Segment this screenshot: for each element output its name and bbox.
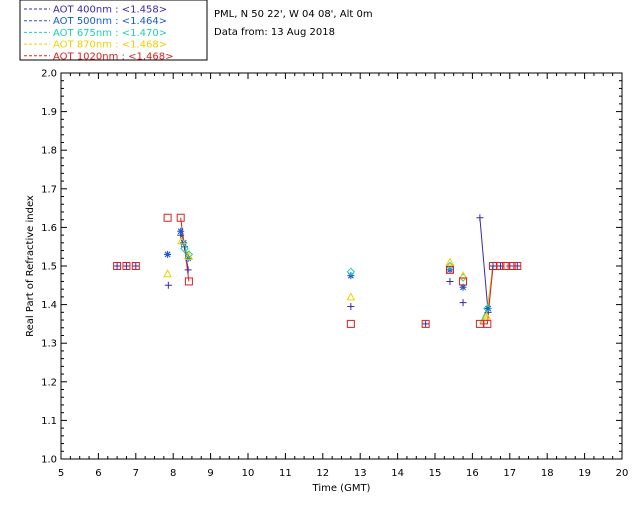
series-line-0 — [479, 217, 494, 313]
data-point-series-4 — [122, 262, 131, 270]
y-tick-label: 1.6 — [41, 223, 57, 234]
data-point-series-3 — [482, 311, 491, 320]
x-tick-label: 16 — [466, 468, 479, 479]
x-tick-label: 15 — [429, 468, 442, 479]
legend-entry: AOT 500nm : <1.464> — [53, 16, 167, 27]
data-point-series-4 — [346, 319, 355, 328]
data-point-series-0 — [113, 262, 121, 270]
data-point-series-3 — [346, 292, 356, 301]
y-tick-label: 1.9 — [41, 107, 57, 118]
data-point-series-4 — [176, 213, 185, 222]
data-point-series-0 — [164, 281, 172, 289]
data-point-series-4 — [163, 213, 172, 222]
data-point-series-4 — [131, 262, 140, 270]
site-info-label: PML, N 50 22', W 04 08', Alt 0m — [214, 9, 373, 20]
data-point-series-0 — [446, 277, 454, 285]
legend-box — [19, 0, 208, 61]
data-point-series-2 — [483, 304, 492, 313]
y-tick-label: 1.8 — [41, 146, 57, 157]
data-point-series-1 — [177, 227, 185, 235]
data-point-series-0 — [184, 266, 192, 274]
y-tick-label: 1.4 — [41, 300, 57, 311]
data-point-series-4 — [502, 262, 511, 270]
data-point-series-0 — [459, 299, 467, 307]
legend-entry: AOT 400nm : <1.458> — [53, 5, 167, 16]
data-point-series-2 — [180, 244, 189, 253]
y-tick-label: 1.1 — [41, 416, 57, 427]
data-point-series-0 — [347, 303, 355, 311]
data-point-series-3 — [184, 251, 194, 260]
x-axis-label: Time (GMT) — [312, 483, 371, 494]
data-point-series-0 — [489, 262, 497, 270]
data-point-series-2 — [184, 250, 194, 259]
x-tick-label: 12 — [316, 468, 329, 479]
data-point-series-0 — [122, 262, 130, 270]
y-tick-label: 1.0 — [41, 455, 57, 466]
data-point-series-1 — [484, 304, 492, 312]
axes: 5 6 7 8 9 10 11 12 13 14 15 16 17 18 19 20 1.0 1.1 1.2 1.3 1… — [41, 69, 628, 480]
data-point-series-4 — [459, 277, 468, 286]
data-point-series-4 — [184, 277, 193, 286]
data-marks — [113, 213, 522, 328]
y-tick-label: 1.5 — [41, 262, 57, 273]
series-line-4 — [479, 265, 494, 325]
data-point-series-1 — [164, 250, 172, 258]
x-tick-label: 17 — [503, 468, 516, 479]
y-tick-label: 1.7 — [41, 184, 57, 195]
x-tick-label: 7 — [133, 468, 139, 479]
y-tick-label: 1.3 — [41, 339, 57, 350]
y-axis-label: Real Part of Refractive index — [25, 195, 36, 337]
data-point-series-1 — [459, 283, 467, 291]
data-point-series-0 — [476, 214, 484, 222]
data-point-series-3 — [177, 236, 186, 245]
y-tick-label: 2.0 — [41, 69, 57, 80]
x-tick-label: 10 — [242, 468, 255, 479]
data-point-series-3 — [163, 269, 172, 278]
data-date-label: Data from: 13 Aug 2018 — [214, 27, 335, 38]
data-point-series-2 — [346, 267, 356, 276]
x-tick-label: 11 — [279, 468, 292, 479]
legend-entry: AOT 870nm : <1.468> — [53, 40, 167, 51]
data-point-series-1 — [180, 239, 188, 247]
data-point-series-4 — [496, 262, 505, 270]
x-tick-label: 8 — [170, 468, 176, 479]
x-tick-label: 20 — [616, 468, 629, 479]
legend-entry: AOT 1020nm : <1.468> — [53, 51, 173, 62]
data-point-series-4 — [445, 265, 454, 274]
data-point-series-4 — [421, 319, 430, 328]
data-point-series-3 — [445, 257, 455, 266]
x-tick-label: 9 — [207, 468, 213, 479]
data-point-series-4 — [513, 262, 522, 270]
data-point-series-1 — [184, 254, 192, 262]
x-tick-label: 6 — [95, 468, 101, 479]
x-tick-label: 19 — [578, 468, 591, 479]
legend-entry: AOT 675nm : <1.470> — [53, 28, 167, 39]
data-point-series-0 — [422, 320, 430, 328]
x-tick-label: 18 — [541, 468, 554, 479]
x-tick-label: 13 — [354, 468, 367, 479]
data-point-series-4 — [113, 262, 122, 270]
data-point-series-0 — [132, 262, 140, 270]
data-point-series-3 — [458, 271, 468, 280]
y-tick-label: 1.2 — [41, 377, 57, 388]
x-tick-label: 5 — [58, 468, 64, 479]
plot-frame — [60, 72, 623, 460]
legend: AOT 400nm : <1.458>AOT 500nm : <1.464>AO… — [19, 0, 208, 62]
data-point-series-4 — [507, 262, 516, 270]
data-point-series-4 — [483, 319, 492, 328]
x-tick-label: 14 — [391, 468, 404, 479]
